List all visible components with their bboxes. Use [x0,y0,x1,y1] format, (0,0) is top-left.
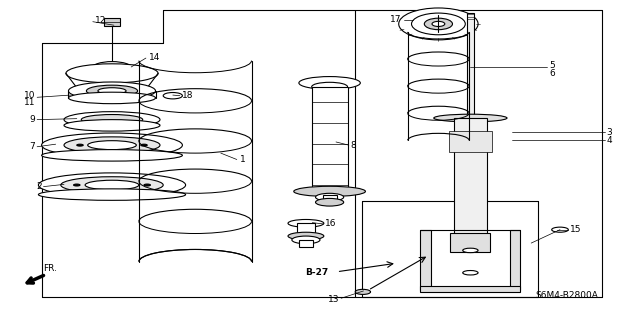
Text: 13: 13 [328,295,339,304]
Bar [467,13,474,230]
Ellipse shape [64,120,160,131]
Ellipse shape [434,114,507,122]
Ellipse shape [68,82,156,100]
Ellipse shape [61,177,163,193]
Ellipse shape [463,271,478,275]
Ellipse shape [399,8,478,40]
Text: 17: 17 [390,15,402,24]
Bar [312,87,348,191]
Ellipse shape [432,21,445,26]
Ellipse shape [292,236,320,244]
Text: 15: 15 [570,225,581,234]
Ellipse shape [38,173,186,197]
Ellipse shape [77,144,83,146]
Bar [420,286,520,292]
Ellipse shape [424,18,452,30]
Text: 2: 2 [36,182,42,191]
Ellipse shape [38,189,186,200]
Ellipse shape [299,77,360,89]
Ellipse shape [98,88,126,94]
Ellipse shape [294,186,365,197]
Ellipse shape [141,144,147,146]
Text: S6M4-B2800A: S6M4-B2800A [536,291,598,300]
Text: 4: 4 [607,136,612,145]
Text: 11: 11 [24,98,35,107]
Ellipse shape [552,227,568,232]
Ellipse shape [64,112,160,128]
Text: 8: 8 [351,141,356,150]
Bar [420,230,431,290]
Text: 10: 10 [24,91,35,100]
Text: FR.: FR. [44,264,58,273]
Text: 12: 12 [95,16,106,25]
Ellipse shape [92,62,132,76]
Ellipse shape [316,193,344,201]
Text: 6: 6 [549,69,555,78]
Ellipse shape [412,13,465,35]
Ellipse shape [68,92,156,104]
Text: 3: 3 [607,128,612,137]
Bar [449,131,492,152]
Ellipse shape [355,289,371,294]
Text: 9: 9 [29,115,35,124]
Text: B-27: B-27 [305,268,328,277]
Ellipse shape [42,150,182,161]
Bar [104,18,120,26]
Ellipse shape [88,141,136,150]
Bar [297,223,315,236]
Bar [454,118,487,249]
Ellipse shape [85,180,139,190]
Ellipse shape [42,133,182,157]
Ellipse shape [64,137,160,153]
Text: 7: 7 [29,142,35,151]
Text: 1: 1 [240,155,246,164]
Text: 14: 14 [148,53,160,62]
Text: 5: 5 [549,61,555,70]
Ellipse shape [288,232,324,240]
Bar [299,240,313,247]
Text: 18: 18 [182,91,193,100]
Text: 16: 16 [325,219,337,228]
Bar [510,230,520,290]
Ellipse shape [463,248,478,253]
Ellipse shape [163,93,182,99]
Ellipse shape [66,64,158,83]
Ellipse shape [100,64,124,73]
Ellipse shape [288,219,324,227]
Ellipse shape [74,184,80,186]
Ellipse shape [86,85,138,97]
Ellipse shape [144,184,150,186]
Bar [323,195,337,202]
Bar [451,233,490,252]
Ellipse shape [312,82,348,91]
Ellipse shape [81,115,143,125]
Ellipse shape [316,198,344,206]
